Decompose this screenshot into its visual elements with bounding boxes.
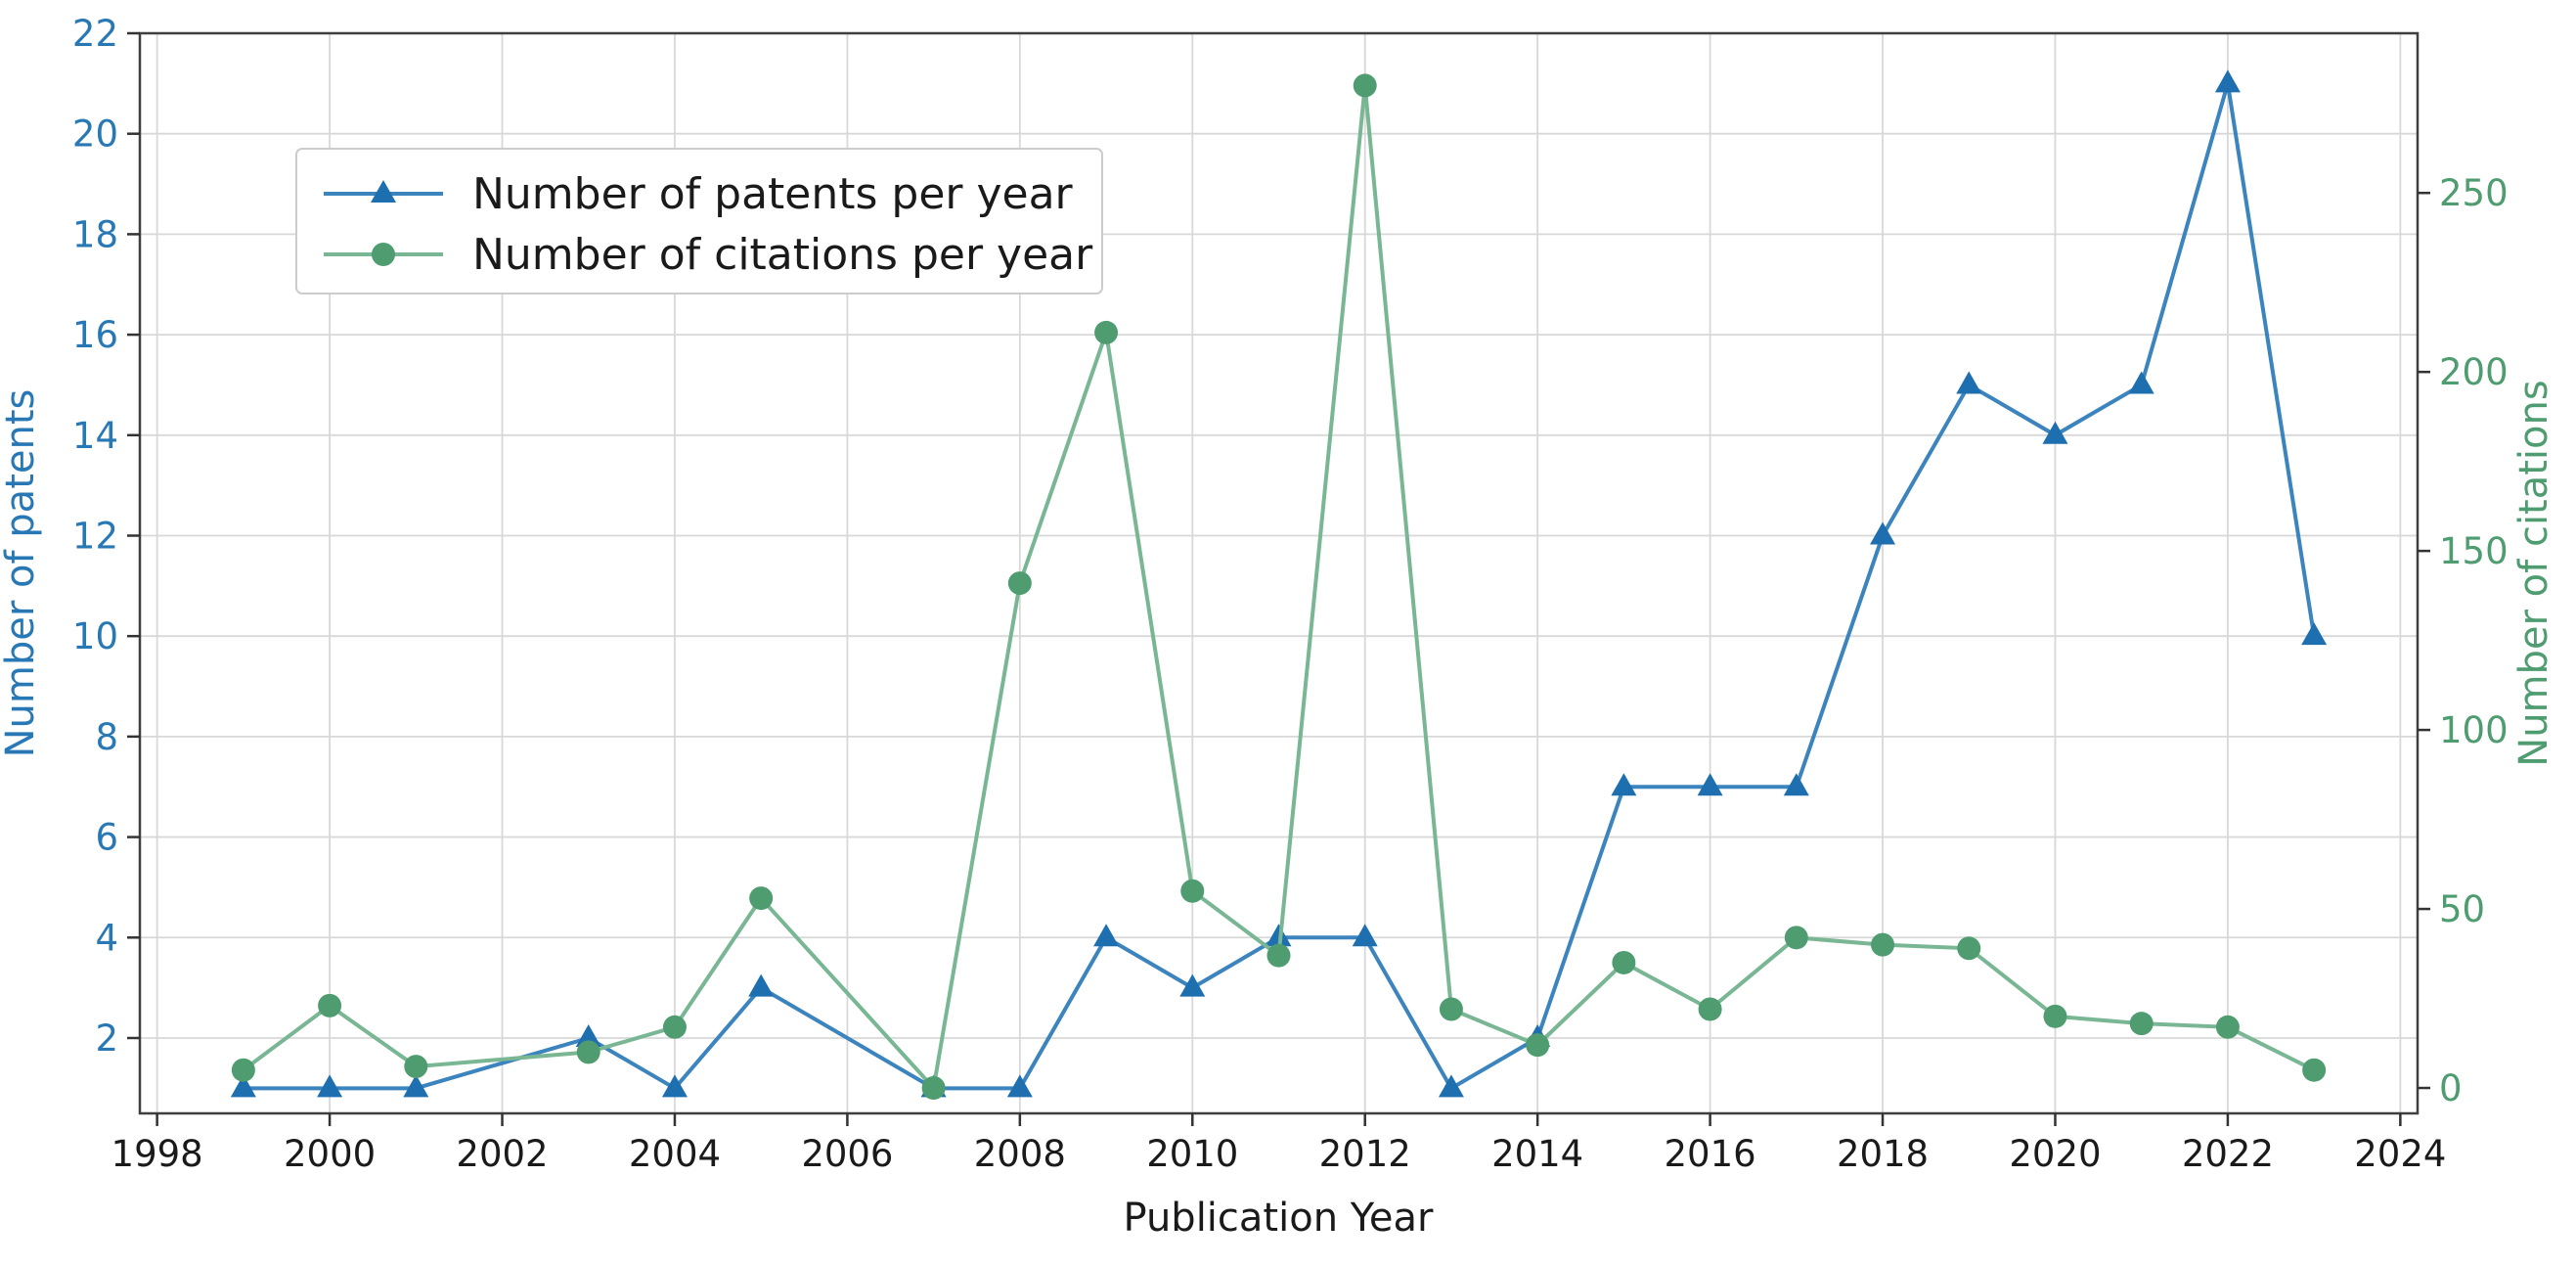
patents-marker xyxy=(1697,773,1723,796)
patents-marker xyxy=(403,1074,429,1098)
left-tick-label: 18 xyxy=(72,213,118,255)
x-tick-label: 2018 xyxy=(1837,1133,1929,1175)
patents-marker xyxy=(2214,69,2241,93)
left-tick-label: 2 xyxy=(95,1017,118,1060)
citations-marker xyxy=(404,1055,428,1079)
patents-marker xyxy=(1611,773,1637,796)
x-tick-label: 2006 xyxy=(801,1133,893,1175)
citations-marker xyxy=(1957,936,1981,961)
citations-marker xyxy=(2302,1058,2327,1082)
left-axis-title: Number of patents xyxy=(0,389,43,758)
x-tick-label: 1998 xyxy=(111,1133,203,1175)
patents-marker xyxy=(2128,371,2154,394)
patents-marker xyxy=(1870,521,1896,545)
left-tick-label: 14 xyxy=(72,415,118,457)
right-tick-label: 0 xyxy=(2439,1067,2463,1109)
citations-marker xyxy=(2215,1015,2240,1039)
citations-marker xyxy=(2129,1012,2154,1036)
citations-marker xyxy=(231,1058,255,1082)
right-tick-label: 50 xyxy=(2439,888,2485,930)
left-tick-label: 16 xyxy=(72,314,118,356)
citations-marker xyxy=(1353,73,1377,98)
patents-marker xyxy=(317,1074,343,1098)
patents-marker xyxy=(661,1074,688,1098)
left-tick-label: 8 xyxy=(95,716,118,758)
citations-marker xyxy=(1698,997,1722,1021)
patents-marker xyxy=(230,1074,256,1098)
patents-series xyxy=(230,69,2328,1098)
citations-marker xyxy=(1094,320,1119,344)
citations-marker xyxy=(1612,950,1636,974)
plot-border xyxy=(138,31,2420,1115)
x-tick-label: 2010 xyxy=(1146,1133,1238,1175)
citations-marker xyxy=(318,993,342,1017)
x-axis-title: Publication Year xyxy=(1124,1196,1434,1241)
citations-marker xyxy=(372,243,395,266)
patents-marker xyxy=(1006,1074,1033,1098)
patents-marker xyxy=(1266,924,1292,947)
x-tick-label: 2008 xyxy=(974,1133,1066,1175)
x-tick-label: 2002 xyxy=(456,1133,548,1175)
citations-marker xyxy=(2043,1004,2067,1028)
right-tick-label: 100 xyxy=(2439,709,2509,751)
citations-marker xyxy=(1439,997,1463,1021)
citations-marker xyxy=(749,886,774,911)
patents-marker xyxy=(1783,773,1809,796)
patents-marker xyxy=(1352,924,1378,947)
left-tick-label: 22 xyxy=(72,13,118,55)
citations-marker xyxy=(921,1076,946,1101)
right-axis-title: Number of citations xyxy=(2511,380,2556,766)
series-layer xyxy=(230,69,2328,1101)
left-tick-label: 12 xyxy=(72,515,118,557)
x-tick-label: 2000 xyxy=(284,1133,376,1175)
patents-marker xyxy=(371,180,396,203)
legend-item-label: Number of patents per year xyxy=(472,169,1074,219)
patents-marker xyxy=(1093,924,1120,947)
citations-marker xyxy=(1180,879,1205,903)
x-tick-label: 2022 xyxy=(2182,1133,2274,1175)
citations-marker xyxy=(1007,571,1032,596)
patents-marker xyxy=(748,973,775,997)
x-tick-label: 2024 xyxy=(2354,1133,2446,1175)
x-tick-label: 2014 xyxy=(1491,1133,1583,1175)
legend-box xyxy=(295,148,1103,294)
citations-marker xyxy=(1784,926,1808,950)
left-tick-label: 10 xyxy=(72,615,118,657)
x-tick-label: 2020 xyxy=(2009,1133,2101,1175)
tick-labels-layer: 1998 2000 2002 2004 2006 2008 2010 2012 2014 2016… xyxy=(72,13,2509,1175)
patents-marker xyxy=(575,1023,601,1047)
citations-marker xyxy=(1871,932,1895,957)
patents-marker xyxy=(1438,1074,1464,1098)
x-tick-label: 2016 xyxy=(1665,1133,1756,1175)
left-tick-label: 6 xyxy=(95,817,118,859)
patents-marker xyxy=(2301,622,2328,646)
left-tick-label: 20 xyxy=(72,113,118,156)
patents-marker xyxy=(2042,421,2068,444)
legend: Number of patents per year Number of cita… xyxy=(295,148,1103,294)
patents-marker xyxy=(1956,371,1982,394)
legend-item-label: Number of citations per year xyxy=(472,230,1093,280)
right-tick-label: 200 xyxy=(2439,351,2509,393)
citations-marker xyxy=(662,1015,687,1039)
axes-layer xyxy=(127,31,2430,1126)
citations-marker xyxy=(1526,1033,1550,1058)
right-tick-label: 150 xyxy=(2439,530,2509,572)
left-tick-label: 4 xyxy=(95,917,118,959)
citations-marker xyxy=(576,1040,600,1064)
patents-marker xyxy=(1179,973,1206,997)
citations-series xyxy=(231,73,2327,1101)
x-tick-label: 2004 xyxy=(629,1133,721,1175)
citations-marker xyxy=(1266,943,1291,968)
right-tick-label: 250 xyxy=(2439,172,2509,214)
x-tick-label: 2012 xyxy=(1319,1133,1411,1175)
